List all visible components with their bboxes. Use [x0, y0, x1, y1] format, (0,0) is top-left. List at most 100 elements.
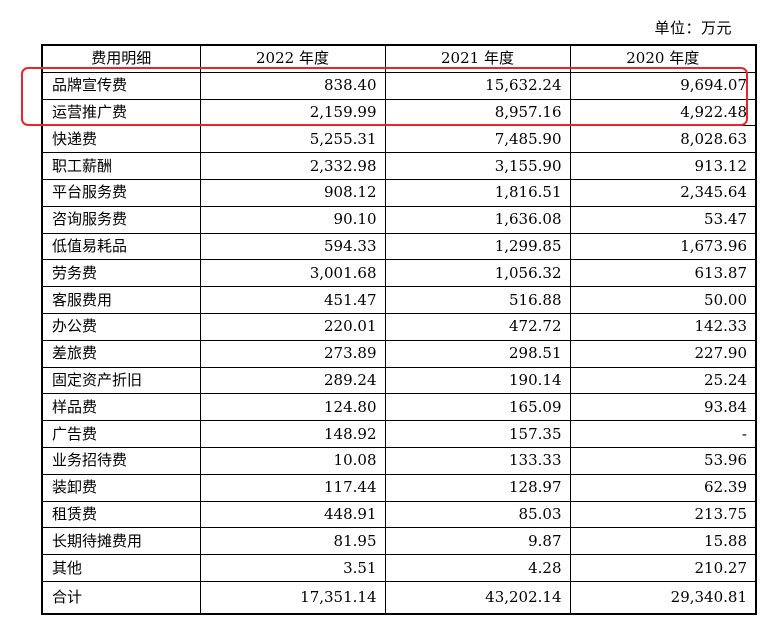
- cell-2022: 838.40: [199, 71, 386, 100]
- header-year-2021: 2021 年度: [384, 44, 571, 73]
- cell-2022: 448.91: [199, 500, 386, 529]
- cell-2022: 148.92: [199, 420, 386, 448]
- row-label: 租赁费: [41, 500, 201, 529]
- header-item: 费用明细: [41, 44, 201, 73]
- cell-2021: 157.35: [384, 420, 571, 448]
- total-2022: 17,351.14: [199, 580, 386, 615]
- row-label: 劳务费: [41, 259, 201, 288]
- table-row: 租赁费 448.91 85.03 213.75: [41, 500, 757, 529]
- cell-2022: 81.95: [199, 527, 386, 556]
- total-2020: 29,340.81: [569, 580, 757, 615]
- cell-2021: 7,485.90: [384, 125, 571, 154]
- cell-2022: 117.44: [199, 473, 386, 502]
- cell-2020: 15.88: [569, 527, 757, 556]
- cell-2020: 4,922.48: [569, 98, 757, 127]
- row-label: 业务招待费: [41, 446, 201, 475]
- cell-2022: 3.51: [199, 554, 386, 582]
- cell-2020: 613.87: [569, 259, 757, 288]
- row-label: 其他: [41, 554, 201, 582]
- header-year-2020: 2020 年度: [569, 44, 757, 73]
- cell-2021: 1,299.85: [384, 232, 571, 261]
- cell-2020: 50.00: [569, 286, 757, 314]
- cell-2020: 53.47: [569, 205, 757, 234]
- cell-2020: 227.90: [569, 339, 757, 368]
- cell-2020: 1,673.96: [569, 232, 757, 261]
- cell-2021: 9.87: [384, 527, 571, 556]
- cell-2021: 190.14: [384, 366, 571, 395]
- table-row: 其他 3.51 4.28 210.27: [41, 554, 757, 582]
- expense-table: 费用明细 2022 年度 2021 年度 2020 年度 品牌宣传费 838.40…: [41, 44, 757, 615]
- table-row: 咨询服务费 90.10 1,636.08 53.47: [41, 205, 757, 234]
- table-row: 业务招待费 10.08 133.33 53.96: [41, 446, 757, 475]
- row-label: 运营推广费: [41, 98, 201, 127]
- cell-2020: 25.24: [569, 366, 757, 395]
- row-label: 品牌宣传费: [41, 71, 201, 100]
- cell-2021: 4.28: [384, 554, 571, 582]
- row-label: 低值易耗品: [41, 232, 201, 261]
- cell-2022: 2,332.98: [199, 152, 386, 180]
- row-label: 固定资产折旧: [41, 366, 201, 395]
- table-row: 办公费 220.01 472.72 142.33: [41, 312, 757, 341]
- cell-2021: 128.97: [384, 473, 571, 502]
- cell-2021: 1,056.32: [384, 259, 571, 288]
- cell-2021: 165.09: [384, 393, 571, 422]
- cell-2022: 908.12: [199, 178, 386, 207]
- table-row: 劳务费 3,001.68 1,056.32 613.87: [41, 259, 757, 288]
- table-row: 职工薪酬 2,332.98 3,155.90 913.12: [41, 152, 757, 180]
- total-label: 合计: [41, 580, 201, 615]
- cell-2022: 5,255.31: [199, 125, 386, 154]
- total-2021: 43,202.14: [384, 580, 571, 615]
- row-label: 装卸费: [41, 473, 201, 502]
- table-row: 平台服务费 908.12 1,816.51 2,345.64: [41, 178, 757, 207]
- row-label: 客服费用: [41, 286, 201, 314]
- cell-2021: 1,816.51: [384, 178, 571, 207]
- cell-2021: 516.88: [384, 286, 571, 314]
- cell-2021: 3,155.90: [384, 152, 571, 180]
- header-row: 费用明细 2022 年度 2021 年度 2020 年度: [41, 44, 757, 73]
- total-row: 合计 17,351.14 43,202.14 29,340.81: [41, 580, 757, 615]
- cell-2020: 210.27: [569, 554, 757, 582]
- cell-2020: 142.33: [569, 312, 757, 341]
- table-row: 广告费 148.92 157.35-: [41, 420, 757, 448]
- table-row: 差旅费 273.89 298.51 227.90: [41, 339, 757, 368]
- unit-label: 单位：万元: [654, 19, 732, 37]
- cell-2020: 93.84: [569, 393, 757, 422]
- cell-2022: 594.33: [199, 232, 386, 261]
- cell-2021: 472.72: [384, 312, 571, 341]
- cell-2021: 298.51: [384, 339, 571, 368]
- cell-2022: 3,001.68: [199, 259, 386, 288]
- cell-2022: 289.24: [199, 366, 386, 395]
- table-row: 品牌宣传费 838.40 15,632.24 9,694.07: [41, 71, 757, 100]
- cell-2022: 2,159.99: [199, 98, 386, 127]
- cell-2022: 273.89: [199, 339, 386, 368]
- cell-2020: 9,694.07: [569, 71, 757, 100]
- row-label: 办公费: [41, 312, 201, 341]
- cell-2020: 8,028.63: [569, 125, 757, 154]
- cell-2020: 53.96: [569, 446, 757, 475]
- cell-2021: 8,957.16: [384, 98, 571, 127]
- header-year-2022: 2022 年度: [199, 44, 386, 73]
- row-label: 咨询服务费: [41, 205, 201, 234]
- row-label: 长期待摊费用: [41, 527, 201, 556]
- cell-2021: 85.03: [384, 500, 571, 529]
- cell-2022: 124.80: [199, 393, 386, 422]
- row-label: 样品费: [41, 393, 201, 422]
- table-row: 样品费 124.80 165.09 93.84: [41, 393, 757, 422]
- table-row: 固定资产折旧 289.24 190.14 25.24: [41, 366, 757, 395]
- cell-2022: 451.47: [199, 286, 386, 314]
- row-label: 差旅费: [41, 339, 201, 368]
- table-row: 装卸费 117.44 128.97 62.39: [41, 473, 757, 502]
- table-body: 品牌宣传费 838.40 15,632.24 9,694.07 运营推广费 2,159.9…: [41, 71, 757, 615]
- cell-2022: 220.01: [199, 312, 386, 341]
- table-row: 低值易耗品 594.33 1,299.85 1,673.96: [41, 232, 757, 261]
- cell-2022: 10.08: [199, 446, 386, 475]
- cell-2020: 913.12: [569, 152, 757, 180]
- table-row: 客服费用 451.47 516.88 50.00: [41, 286, 757, 314]
- cell-2020: -: [569, 420, 757, 448]
- cell-2020: 2,345.64: [569, 178, 757, 207]
- cell-2022: 90.10: [199, 205, 386, 234]
- table-row: 快递费 5,255.31 7,485.90 8,028.63: [41, 125, 757, 154]
- cell-2021: 15,632.24: [384, 71, 571, 100]
- table-row: 长期待摊费用 81.95 9.87 15.88: [41, 527, 757, 556]
- cell-2021: 1,636.08: [384, 205, 571, 234]
